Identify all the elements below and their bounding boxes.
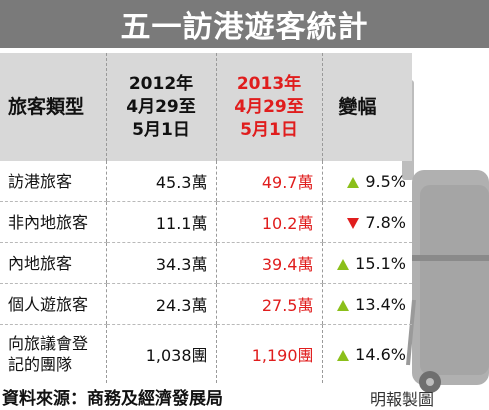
row-value-2013: 27.5萬 [215,283,322,325]
row-change: 7.8% [321,201,412,243]
row-change-value: 9.5% [365,171,406,191]
row-value-2012: 34.3萬 [105,242,216,284]
row-category: 內地旅客 [0,242,106,284]
row-value-2012: 11.1萬 [105,201,216,243]
row-change-value: 13.4% [355,294,406,314]
header-2012-end: 5月1日 [132,119,190,140]
header-2012-start: 4月29至 [126,96,196,117]
row-category-line: 記的團隊 [8,355,73,374]
header-2013-start: 4月29至 [234,96,304,117]
row-category: 非內地旅客 [0,201,106,243]
triangle-up-icon [347,176,360,188]
header-2013-year: 2013年 [236,73,302,94]
header-2012: 2012年 4月29至 5月1日 [105,53,216,161]
row-category: 訪港旅客 [0,161,106,202]
row-value-2013: 49.7萬 [215,161,322,202]
source-note: 資料來源：商務及經濟發展局 [2,389,223,409]
row-category: 個人遊旅客 [0,283,106,325]
row-change: 14.6% [321,324,412,383]
row-value-2012: 24.3萬 [105,283,216,325]
table-row: 個人遊旅客 24.3萬 27.5萬 13.4% [0,283,412,325]
table-row: 非內地旅客 11.1萬 10.2萬 7.8% [0,201,412,243]
row-value-2013: 39.4萬 [215,242,322,284]
header-row: 旅客類型 2012年 4月29至 5月1日 2013年 4月29至 5月1日 變… [0,53,412,161]
row-value-2012: 45.3萬 [105,161,216,202]
table-row: 內地旅客 34.3萬 39.4萬 15.1% [0,242,412,284]
row-change: 9.5% [321,161,412,202]
row-change: 15.1% [321,242,412,284]
table-row: 訪港旅客 45.3萬 49.7萬 9.5% [0,161,412,202]
header-2013: 2013年 4月29至 5月1日 [215,53,322,161]
credit-note: 明報製圖 [370,390,435,409]
row-change-value: 7.8% [365,212,406,232]
triangle-up-icon [337,258,350,270]
row-value-2013: 1,190團 [215,324,322,383]
row-value-2013: 10.2萬 [215,201,322,243]
stats-table: 旅客類型 2012年 4月29至 5月1日 2013年 4月29至 5月1日 變… [0,53,412,383]
chart-title: 五一訪港遊客統計 [120,10,369,45]
row-value-2012: 1,038團 [105,324,216,383]
row-change-value: 15.1% [355,253,406,273]
row-change-value: 14.6% [355,344,406,364]
table-row: 向旅議會登 記的團隊 1,038團 1,190團 14.6% [0,324,412,384]
header-change: 變幅 [321,53,412,161]
header-2013-end: 5月1日 [240,119,298,140]
row-category-line: 向旅議會登 [8,334,89,353]
title-bar: 五一訪港遊客統計 [0,0,489,48]
header-type: 旅客類型 [0,53,106,161]
triangle-up-icon [337,299,350,311]
triangle-down-icon [347,217,360,229]
row-category: 向旅議會登 記的團隊 [0,325,106,384]
triangle-up-icon [337,349,350,361]
header-2012-year: 2012年 [128,73,194,94]
row-change: 13.4% [321,283,412,325]
